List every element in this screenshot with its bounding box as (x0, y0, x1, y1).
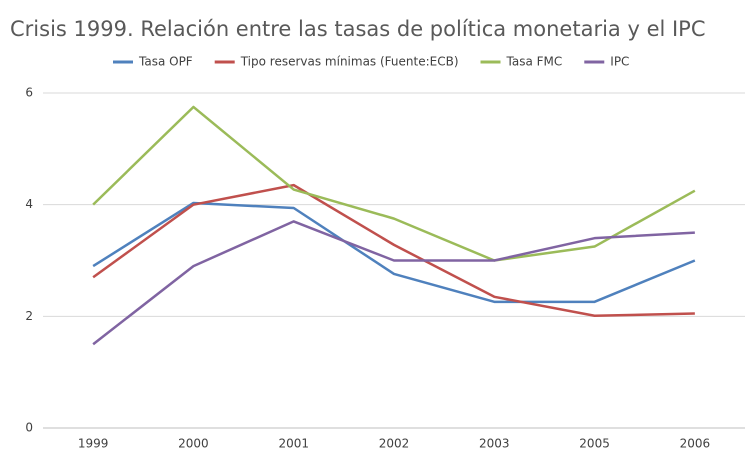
legend-label: Tipo reservas mínimas (Fuente:ECB) (240, 55, 459, 69)
x-tick-label: 2002 (379, 437, 410, 450)
x-tick-label: 2006 (680, 437, 711, 450)
y-tick-label: 4 (25, 197, 33, 211)
x-tick-label: 2000 (178, 437, 209, 450)
legend-label: Tasa OPF (138, 55, 193, 69)
x-tick-label: 1999 (78, 437, 109, 450)
x-tick-label: 2003 (479, 437, 510, 450)
legend-label: IPC (610, 55, 629, 69)
series-line (92, 105, 696, 262)
y-tick-label: 0 (25, 421, 33, 435)
chart-title: Crisis 1999. Relación entre las tasas de… (10, 17, 706, 41)
series-line (92, 220, 695, 346)
series-line (92, 201, 696, 304)
series-line (92, 183, 695, 318)
y-tick-label: 2 (25, 309, 33, 323)
x-tick-label: 2005 (579, 437, 610, 450)
x-tick-label: 2001 (278, 437, 309, 450)
legend-label: Tasa FMC (506, 55, 563, 69)
y-tick-label: 6 (25, 86, 33, 100)
